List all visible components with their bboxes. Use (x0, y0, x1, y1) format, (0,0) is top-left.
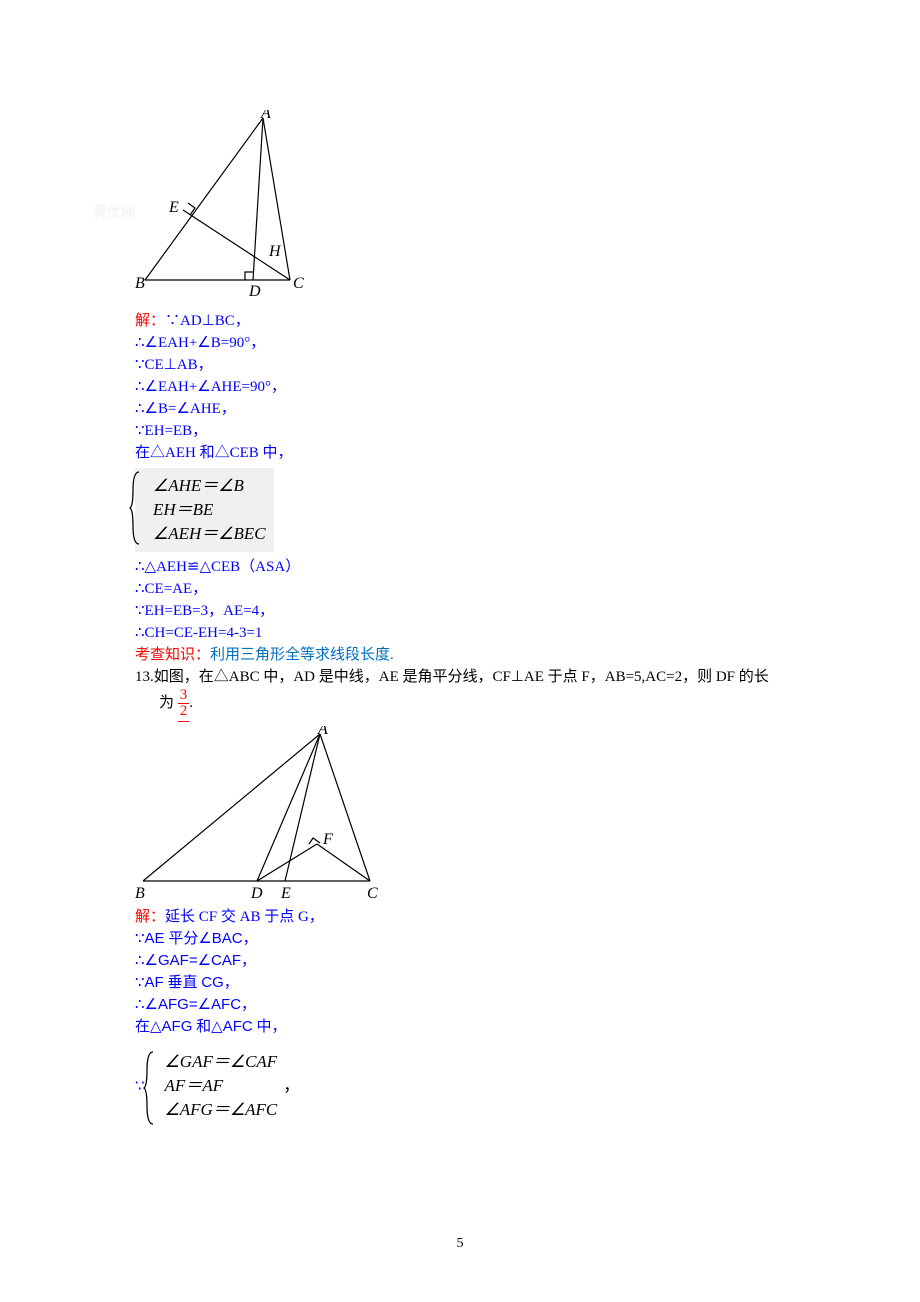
sol1-l6: ∵EH=EB， (135, 420, 810, 442)
sys1-r2: EH＝BE (153, 498, 266, 522)
sol2-system-row: ∵ ∠GAF＝∠CAF AF＝AF， ∠AFG＝∠AFC (135, 1046, 810, 1126)
sol2-l6: 在△AFG 和△AFC 中， (135, 1016, 810, 1038)
p13-line2: 为 3 2 . (135, 688, 810, 722)
page-number: 5 (0, 1236, 920, 1252)
sol2-l3: ∴∠GAF=∠CAF， (135, 950, 810, 972)
p13-suffix: . (189, 695, 193, 711)
sys1-r1: ∠AHE＝∠B (153, 474, 266, 498)
sys2-r1: ∠GAF＝∠CAF (165, 1050, 301, 1074)
sol2-system: ∠GAF＝∠CAF AF＝AF， ∠AFG＝∠AFC (149, 1048, 305, 1124)
sol1-l4: ∴∠EAH+∠AHE=90°， (135, 376, 810, 398)
sol2-l1: 解：延长 CF 交 AB 于点 G， (135, 906, 810, 928)
sol1-l1: 解：∵AD⊥BC， (135, 310, 810, 332)
figure-2-svg: A B C D E F (135, 726, 395, 906)
label2-F: F (322, 831, 333, 848)
page: 菁优网 A B C D E H 解：∵AD⊥BC (0, 0, 920, 1302)
label-H: H (268, 243, 282, 260)
label2-E: E (280, 885, 291, 902)
figure-2: A B C D E F (135, 726, 810, 906)
label2-B: B (135, 885, 145, 902)
sys1-r3: ∠AEH＝∠BEC (153, 522, 266, 546)
fraction: 3 2 (178, 688, 190, 719)
sol1-topic: 考查知识：利用三角形全等求线段长度. (135, 644, 810, 666)
watermark: 菁优网 (93, 202, 135, 222)
sol1-l5: ∴∠B=∠AHE， (135, 398, 810, 420)
p13-line1: 13.如图，在△ABC 中，AD 是中线，AE 是角平分线，CF⊥AE 于点 F… (135, 666, 810, 688)
sol1-l9: ∴CE=AE， (135, 578, 810, 600)
figure-1-svg: A B C D E H (135, 110, 305, 310)
sol1-l10: ∵EH=EB=3，AE=4， (135, 600, 810, 622)
figure-1: 菁优网 A B C D E H (135, 110, 810, 310)
sol1-system: ∠AHE＝∠B EH＝BE ∠AEH＝∠BEC (135, 468, 274, 552)
sol1-l2: ∴∠EAH+∠B=90°， (135, 332, 810, 354)
sol1-l7: 在△AEH 和△CEB 中， (135, 442, 810, 464)
frac-num: 3 (178, 688, 190, 703)
sys2-r3: ∠AFG＝∠AFC (165, 1098, 301, 1122)
frac-den: 2 (178, 704, 190, 719)
label2-A: A (317, 726, 328, 738)
p13-prefix: 为 (159, 695, 174, 711)
label2-D: D (250, 885, 263, 902)
label-C: C (293, 275, 304, 292)
brace-icon (129, 470, 141, 546)
label-E: E (168, 199, 179, 216)
label2-C: C (367, 885, 378, 902)
label-B: B (135, 275, 145, 292)
sol2-l2: ∵AE 平分∠BAC， (135, 928, 810, 950)
label-A: A (260, 110, 271, 122)
sol2-l5: ∴∠AFG=∠AFC， (135, 994, 810, 1016)
sol1-l8: ∴△AEH≌△CEB（ASA） (135, 556, 810, 578)
sol2-l4: ∵AF 垂直 CG， (135, 972, 810, 994)
p13-answer: 3 2 (178, 688, 190, 722)
brace-icon-2 (143, 1050, 155, 1126)
sys2-r2: AF＝AF， (165, 1074, 301, 1098)
label-D: D (248, 283, 261, 300)
sol1-l3: ∵CE⊥AB， (135, 354, 810, 376)
sol1-l11: ∴CH=CE-EH=4-3=1 (135, 622, 810, 644)
